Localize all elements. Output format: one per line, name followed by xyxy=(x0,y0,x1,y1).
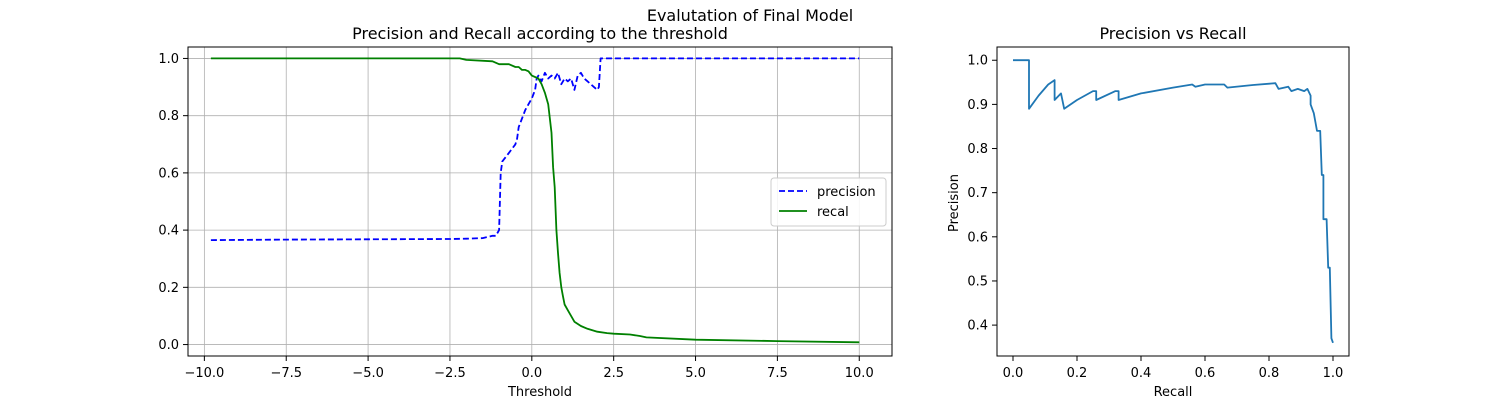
chart1-series-precision-line xyxy=(210,57,860,241)
chart2-series-line-line xyxy=(1013,59,1334,344)
chart1-xlabel: Threshold xyxy=(507,385,572,400)
chart2-xtick-label: 0.6 xyxy=(1195,366,1216,381)
chart1-xtick-label: −5.0 xyxy=(352,366,384,381)
chart-precision-recall-threshold: Precision and Recall according to the th… xyxy=(158,24,893,400)
chart1-ytick-label: 0.4 xyxy=(158,224,179,239)
chart2-ytick-label: 0.8 xyxy=(967,142,988,157)
chart1-frame xyxy=(187,46,893,357)
chart2-ytick-label: 0.5 xyxy=(967,274,988,289)
chart1-ytick-label: 0.2 xyxy=(158,281,179,296)
chart1-ytick-label: 0.8 xyxy=(158,109,179,124)
chart2-xtick-label: 0.4 xyxy=(1131,366,1152,381)
chart2-xlabel: Recall xyxy=(1154,385,1193,400)
chart1-legend: precision recal xyxy=(770,177,887,227)
chart1-xtick-label: 10.0 xyxy=(845,366,874,381)
chart1-xtick-label: −2.5 xyxy=(434,366,466,381)
chart2-xtick-label: 0.2 xyxy=(1067,366,1088,381)
chart2-ytick-label: 0.6 xyxy=(967,230,988,245)
chart1-xtick-label: 0.0 xyxy=(521,366,542,381)
chart1-xtick-label: −10.0 xyxy=(184,366,224,381)
chart1-title: Precision and Recall according to the th… xyxy=(352,24,728,43)
chart1-series-recal-line xyxy=(210,57,860,344)
chart1-ticks: −10.0 −7.5 −5.0 −2.5 0.0 2.5 5.0 7.5 10.0 0.0 0.2 0… xyxy=(158,52,873,381)
chart2-ytick-label: 0.7 xyxy=(967,186,988,201)
chart1-ytick-label: 1.0 xyxy=(158,52,179,67)
chart-precision-vs-recall: Precision vs Recall 0.0 0.2 0.4 0.6 0.8 1.00.… xyxy=(947,24,1350,400)
chart1-series xyxy=(210,57,860,344)
legend-frame xyxy=(770,177,887,227)
figure-suptitle: Evalutation of Final Model xyxy=(647,6,853,25)
chart2-xtick-label: 0.8 xyxy=(1259,366,1280,381)
chart1-grid xyxy=(188,47,892,356)
chart2-ytick-label: 1.0 xyxy=(967,54,988,69)
legend-precision-label: precision xyxy=(817,185,876,200)
chart1-xtick-label: −7.5 xyxy=(270,366,302,381)
chart1-xtick-label: 5.0 xyxy=(685,366,706,381)
chart2-xtick-label: 0.0 xyxy=(1003,366,1024,381)
chart2-ytick-label: 0.4 xyxy=(967,319,988,334)
chart2-ylabel: Precision xyxy=(947,174,962,232)
chart1-xtick-label: 2.5 xyxy=(603,366,624,381)
chart2-ytick-label: 0.9 xyxy=(967,98,988,113)
chart2-frame xyxy=(996,46,1350,357)
chart2-series xyxy=(1013,59,1334,344)
chart1-ytick-label: 0.6 xyxy=(158,166,179,181)
chart2-title: Precision vs Recall xyxy=(1099,24,1246,43)
legend-recall-label: recal xyxy=(817,205,849,220)
chart2-ticks: 0.0 0.2 0.4 0.6 0.8 1.0 0.4 0.5 0.6 0.7 0.8 0.9 1.0 xyxy=(967,54,1343,381)
chart1-xtick-label: 7.5 xyxy=(767,366,788,381)
chart1-ytick-label: 0.0 xyxy=(158,338,179,353)
chart2-xtick-label: 1.0 xyxy=(1323,366,1344,381)
